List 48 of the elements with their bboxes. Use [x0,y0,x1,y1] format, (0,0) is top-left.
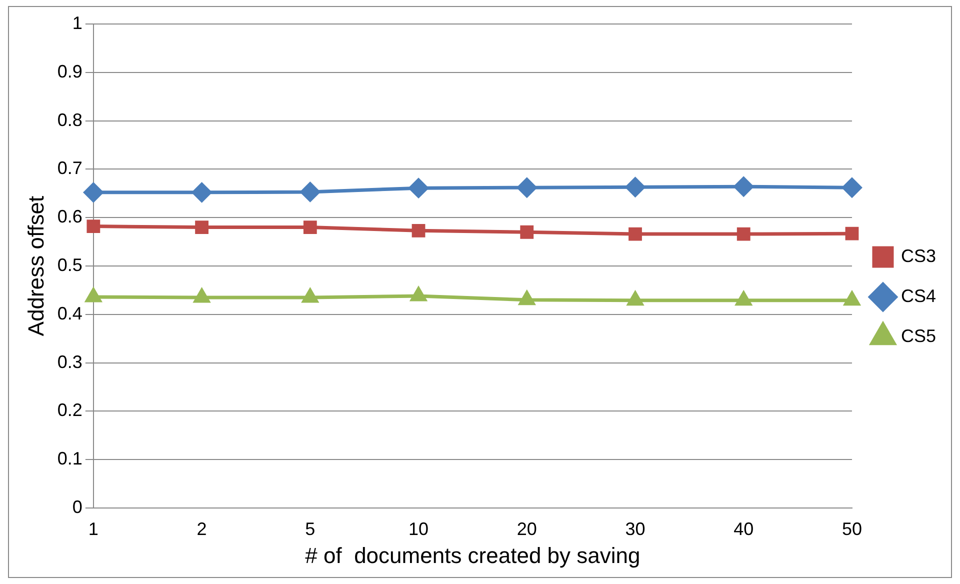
point [736,292,752,306]
point [845,226,859,240]
point [519,291,535,306]
point [86,220,100,234]
point [628,227,642,241]
point [408,178,428,198]
y-tick-label: 0 [72,496,82,517]
point [302,288,318,303]
point [410,287,426,302]
y-tick-label: 0.2 [57,400,82,420]
point [844,292,860,306]
y-tick-label: 1 [72,12,82,33]
point [517,178,537,198]
y-tick-label: 0.4 [57,303,82,324]
y-tick-label: 0.3 [57,352,82,372]
x-tick-label: 20 [516,518,537,539]
legend-label: CS4 [900,286,936,306]
point [627,292,644,306]
point [842,178,862,198]
y-axis-title: Address offset [23,196,48,336]
x-tick-label: 50 [842,518,862,539]
y-tick-label: 0.8 [57,110,82,130]
x-axis-title: # of documents created by saving [305,542,640,568]
x-tick-label: 5 [305,518,316,539]
point [626,177,646,197]
y-tick-label: 0.5 [57,254,82,275]
point [300,182,320,202]
x-tick-label: 2 [196,518,207,539]
point [412,224,426,238]
point [194,288,210,303]
x-tick-label: 1 [88,518,98,539]
x-tick-label: 10 [408,518,429,539]
point [303,220,317,234]
y-tick-label: 0.7 [57,158,82,178]
y-tick-label: 0.1 [57,448,82,469]
point [734,176,754,196]
point [736,227,750,241]
point [84,182,104,202]
legend-label: CS5 [900,326,936,346]
y-tick-label: 0.6 [57,206,82,227]
point [195,220,208,234]
legend-label: CS3 [900,246,936,266]
point [86,288,102,302]
x-tick-label: 30 [625,518,646,539]
y-tick-label: 0.9 [57,61,82,82]
point [192,182,212,202]
point [520,225,534,239]
x-tick-label: 40 [734,518,754,539]
